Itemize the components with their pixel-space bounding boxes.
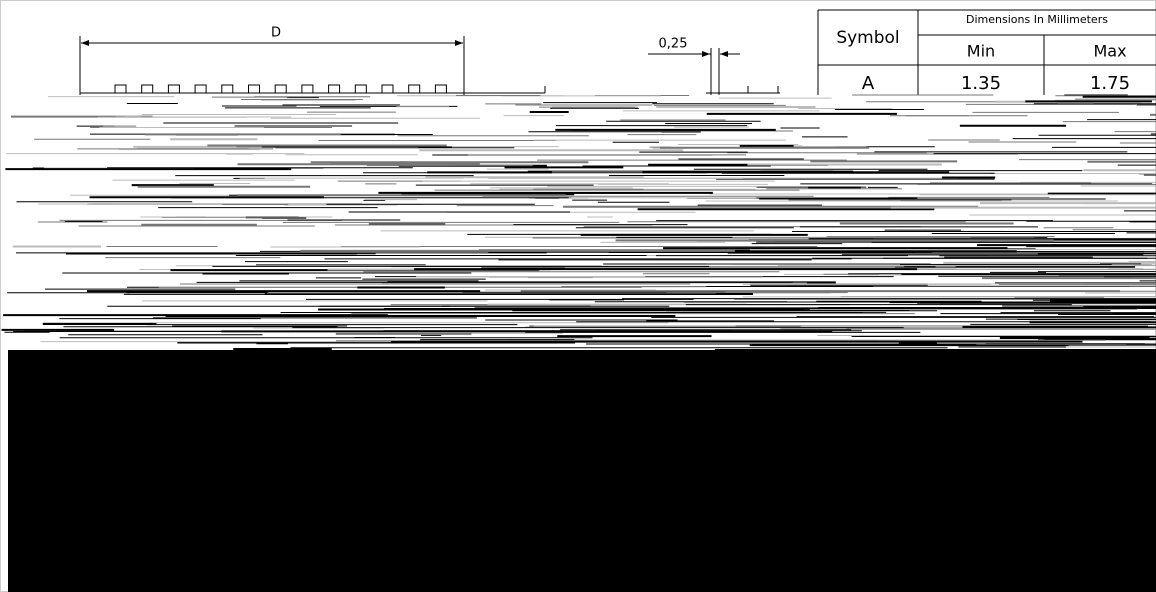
pitch-label: 0,25: [659, 37, 688, 52]
header-group: Dimensions In Millimeters: [966, 13, 1108, 26]
header-min: Min: [967, 42, 995, 61]
pin: [354, 84, 367, 93]
pin: [248, 84, 260, 93]
pin: [301, 84, 314, 93]
pin: [221, 84, 234, 93]
pin: [408, 84, 421, 93]
pin: [114, 84, 127, 93]
scan-noise: [1, 94, 1156, 351]
header-symbol: Symbol: [836, 28, 899, 48]
pin: [194, 84, 207, 93]
dimension-label: D: [271, 26, 281, 41]
pin: [328, 84, 341, 93]
pin: [434, 84, 447, 93]
pin-row: [80, 84, 546, 94]
header-max: Max: [1093, 42, 1126, 61]
dimension-pitch: 0,25: [648, 37, 780, 95]
cell-min: 1.35: [961, 73, 1001, 94]
cell-max: 1.75: [1090, 73, 1130, 94]
cell-symbol: A: [862, 73, 875, 94]
pin: [381, 84, 394, 93]
pin: [167, 84, 180, 93]
pin: [274, 84, 287, 93]
dimension-table: Symbol Dimensions In Millimeters Min Max…: [817, 9, 1156, 95]
corrupted-area: [8, 350, 1156, 592]
pin: [141, 84, 154, 93]
dimension-d: D: [79, 26, 465, 95]
